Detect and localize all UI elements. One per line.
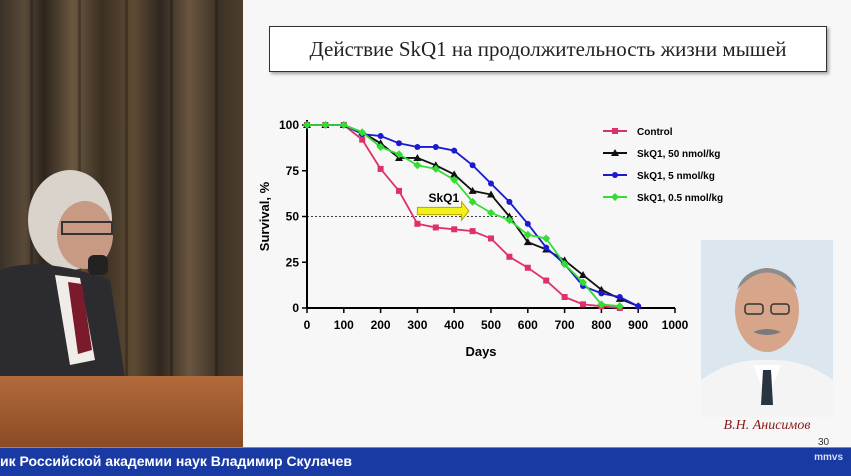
annotation-arrow bbox=[416, 200, 470, 222]
data-point bbox=[396, 187, 402, 194]
data-point bbox=[524, 264, 531, 271]
data-point bbox=[469, 162, 476, 169]
legend-label: SkQ1, 50 nmol/kg bbox=[637, 149, 720, 160]
x-tick-label: 500 bbox=[481, 318, 501, 332]
slide-page-number: 30 bbox=[818, 437, 830, 448]
data-point bbox=[395, 150, 403, 159]
data-point bbox=[469, 228, 476, 235]
speaker-figure bbox=[0, 170, 130, 410]
data-point bbox=[377, 132, 384, 139]
video-background bbox=[0, 0, 243, 447]
data-point bbox=[611, 193, 619, 201]
data-point bbox=[396, 140, 402, 147]
portrait-caption: В.Н. Анисимов bbox=[723, 418, 811, 433]
data-point bbox=[376, 142, 385, 151]
data-point bbox=[542, 234, 551, 243]
data-point bbox=[431, 161, 440, 169]
data-point bbox=[560, 260, 569, 269]
x-tick-label: 600 bbox=[518, 318, 538, 332]
data-point bbox=[543, 244, 550, 251]
data-point bbox=[616, 294, 623, 301]
y-tick-label: 75 bbox=[286, 164, 300, 178]
portrait-image bbox=[701, 240, 833, 417]
data-point bbox=[488, 180, 494, 187]
data-point bbox=[432, 143, 439, 150]
data-point bbox=[468, 197, 477, 206]
data-point bbox=[377, 165, 384, 172]
data-point bbox=[543, 277, 550, 284]
series-line bbox=[307, 124, 639, 308]
data-point bbox=[358, 128, 367, 137]
data-point bbox=[615, 302, 624, 311]
data-point bbox=[579, 271, 587, 279]
annotation-label: SkQ1 bbox=[428, 191, 459, 205]
data-point bbox=[339, 121, 348, 129]
slide-title: Действие SkQ1 на продолжительность жизни… bbox=[269, 26, 827, 72]
data-point bbox=[487, 190, 495, 198]
data-point bbox=[359, 136, 366, 143]
channel-logo: mmvs bbox=[814, 452, 843, 463]
y-axis-label: Survival, % bbox=[257, 181, 272, 251]
series-line bbox=[307, 124, 620, 308]
y-tick-label: 100 bbox=[279, 118, 299, 132]
x-tick-label: 0 bbox=[304, 318, 311, 332]
data-point bbox=[598, 290, 605, 297]
data-point bbox=[487, 208, 495, 217]
y-tick-label: 25 bbox=[286, 255, 300, 269]
news-ticker: ик Российской академии наук Владимир Ску… bbox=[0, 447, 851, 476]
data-point bbox=[523, 230, 532, 239]
podium bbox=[0, 376, 243, 447]
data-point bbox=[561, 294, 568, 301]
data-point bbox=[414, 220, 421, 227]
ticker-text: ик Российской академии наук Владимир Ску… bbox=[0, 453, 353, 469]
data-point bbox=[612, 172, 618, 178]
data-point bbox=[505, 212, 514, 220]
data-point bbox=[303, 121, 311, 129]
presentation-slide: Действие SkQ1 на продолжительность жизни… bbox=[243, 0, 851, 448]
legend-label: Control bbox=[637, 127, 673, 138]
series-line bbox=[307, 124, 620, 309]
x-tick-label: 900 bbox=[628, 318, 648, 332]
data-point bbox=[468, 186, 477, 194]
data-point bbox=[431, 164, 440, 173]
x-tick-label: 200 bbox=[371, 318, 391, 332]
x-tick-label: 700 bbox=[555, 318, 575, 332]
data-point bbox=[597, 300, 606, 309]
x-axis-label: Days bbox=[465, 344, 496, 359]
data-point bbox=[488, 235, 494, 242]
data-point bbox=[597, 285, 606, 293]
portrait-photo bbox=[701, 240, 833, 417]
data-point bbox=[612, 128, 618, 134]
data-point bbox=[451, 226, 458, 233]
x-tick-label: 1000 bbox=[662, 318, 689, 332]
data-point bbox=[450, 170, 459, 178]
x-tick-label: 800 bbox=[591, 318, 611, 332]
data-point bbox=[432, 224, 439, 231]
data-point bbox=[506, 198, 513, 205]
y-tick-label: 0 bbox=[292, 301, 299, 315]
data-point bbox=[523, 238, 532, 246]
data-point bbox=[580, 301, 586, 308]
data-point bbox=[321, 121, 330, 129]
x-tick-label: 400 bbox=[444, 318, 464, 332]
data-point bbox=[579, 278, 587, 287]
data-point bbox=[635, 303, 642, 310]
data-point bbox=[505, 216, 514, 225]
data-point bbox=[450, 175, 459, 184]
data-point bbox=[413, 153, 422, 161]
data-point bbox=[524, 220, 531, 227]
data-point bbox=[611, 149, 619, 156]
legend-label: SkQ1, 5 nmol/kg bbox=[637, 171, 715, 182]
data-point bbox=[413, 161, 422, 170]
data-point bbox=[506, 253, 513, 260]
x-tick-label: 100 bbox=[334, 318, 354, 332]
data-point bbox=[451, 147, 458, 154]
x-tick-label: 300 bbox=[407, 318, 427, 332]
legend-label: SkQ1, 0.5 nmol/kg bbox=[637, 193, 723, 204]
y-tick-label: 50 bbox=[286, 210, 300, 224]
data-point bbox=[414, 143, 421, 150]
